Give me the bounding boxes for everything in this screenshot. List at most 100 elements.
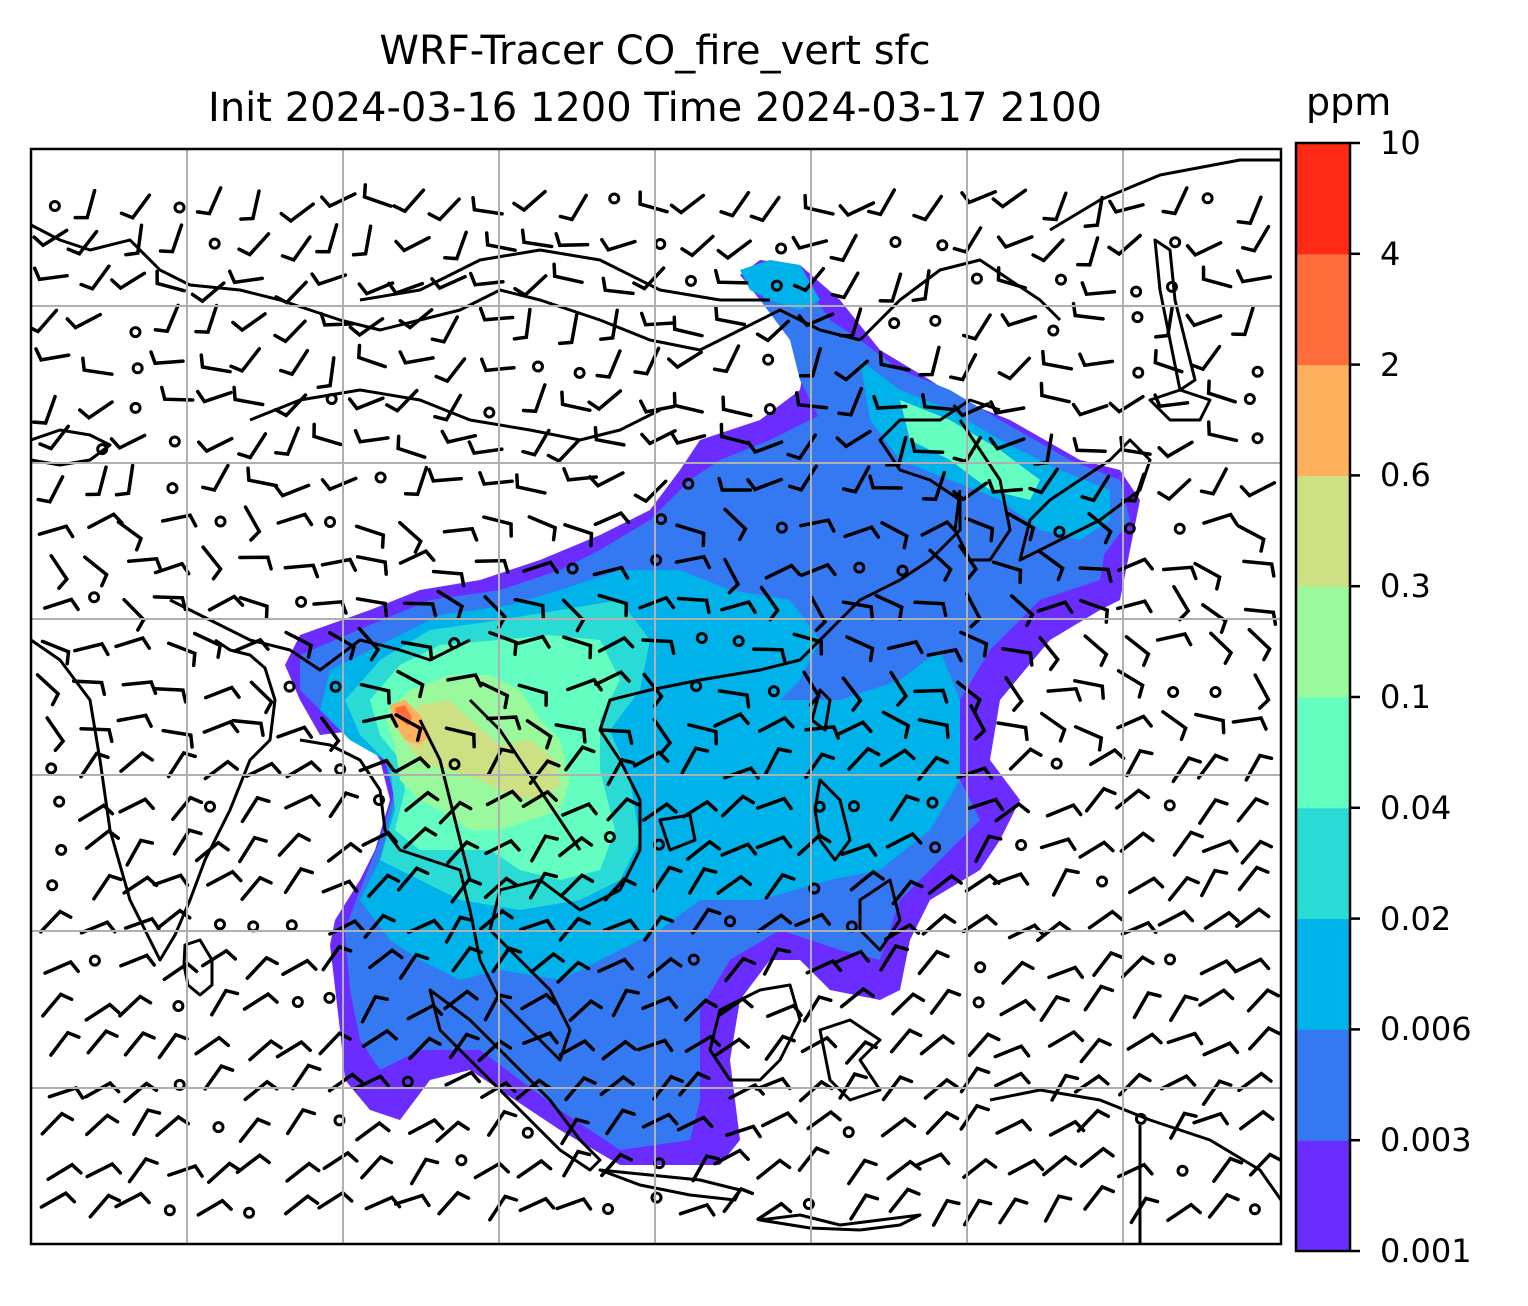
- calm-wind-marker: [1163, 799, 1176, 812]
- calm-wind-marker: [285, 919, 298, 932]
- wind-barb: [1073, 1073, 1110, 1094]
- calm-wind-marker: [243, 1206, 256, 1219]
- wind-barb: [1206, 379, 1237, 404]
- wind-barb: [913, 1152, 951, 1168]
- wind-barb: [1192, 1111, 1230, 1126]
- wind-barb: [593, 510, 631, 527]
- wind-barb: [964, 516, 995, 543]
- wind-barb: [192, 631, 223, 659]
- wind-barb: [442, 526, 479, 542]
- wind-barb: [39, 909, 73, 934]
- wind-barb: [394, 235, 431, 253]
- calm-wind-marker: [813, 800, 826, 813]
- wind-barb: [642, 672, 664, 708]
- wind-barb: [1199, 467, 1228, 496]
- wind-barb: [560, 390, 592, 413]
- wind-barb: [152, 873, 190, 887]
- wind-barb: [1115, 788, 1151, 810]
- wind-barb: [764, 872, 796, 900]
- wind-barb: [717, 476, 753, 492]
- wind-barb: [997, 356, 1032, 381]
- wind-barb: [891, 879, 924, 906]
- wind-barb: [969, 704, 987, 741]
- wind-barb: [110, 271, 147, 291]
- wind-barb: [444, 726, 476, 749]
- wind-barb: [1051, 868, 1080, 897]
- wind-barb: [606, 757, 636, 787]
- wind-barb: [512, 189, 547, 213]
- wind-barb: [322, 1150, 359, 1171]
- colorbar-segment: [1296, 586, 1350, 698]
- wind-barb: [712, 344, 741, 374]
- wind-barb: [73, 641, 110, 657]
- calm-wind-marker: [1165, 280, 1178, 293]
- wind-barb: [952, 435, 983, 464]
- wind-barb: [122, 875, 159, 895]
- wind-barb: [632, 266, 666, 291]
- wind-barb: [794, 391, 829, 410]
- wind-barb: [312, 599, 348, 615]
- wind-barb: [641, 995, 679, 1011]
- wind-barb: [672, 315, 704, 338]
- wind-barb: [238, 595, 269, 621]
- wind-barb: [1239, 481, 1277, 498]
- wind-barb: [201, 463, 230, 493]
- calm-wind-marker: [1201, 192, 1214, 205]
- wind-barb: [196, 1198, 233, 1217]
- calm-wind-marker: [213, 918, 226, 931]
- wind-barb: [283, 866, 315, 895]
- wind-barb: [232, 385, 265, 407]
- wind-barb: [1236, 796, 1269, 823]
- wind-barb: [118, 797, 155, 814]
- wind-barb: [79, 264, 111, 291]
- wind-barb: [396, 434, 427, 459]
- wind-barb: [829, 233, 858, 263]
- wind-barb: [1036, 600, 1074, 614]
- wind-barb: [1203, 910, 1240, 930]
- wind-barb: [243, 505, 262, 542]
- wind-barb: [632, 750, 670, 768]
- calm-wind-marker: [724, 915, 737, 928]
- wind-barb: [566, 677, 603, 692]
- calm-wind-marker: [448, 758, 461, 771]
- wind-barb: [361, 713, 399, 728]
- wind-barb: [845, 635, 875, 663]
- wind-barb: [486, 715, 522, 731]
- wind-barb: [443, 989, 479, 1011]
- wind-barb: [32, 228, 69, 248]
- wind-barb: [431, 569, 466, 588]
- wind-barb: [116, 520, 144, 552]
- wind-barb: [283, 563, 320, 579]
- calm-wind-marker: [608, 192, 621, 205]
- wind-barb: [680, 746, 710, 775]
- wind-barb: [1116, 1162, 1154, 1179]
- wind-barb: [1046, 686, 1082, 702]
- wind-barb: [398, 350, 435, 365]
- wind-barb: [396, 669, 425, 699]
- wind-barb: [680, 234, 715, 258]
- wind-barb: [525, 719, 553, 750]
- wind-barb: [847, 746, 881, 771]
- wind-barb: [720, 794, 755, 818]
- wind-barb: [312, 422, 343, 447]
- wind-barb: [1039, 711, 1067, 743]
- wind-barb: [929, 988, 962, 1015]
- wind-barb: [275, 1039, 312, 1059]
- wind-barb: [357, 281, 395, 296]
- wind-barb: [713, 1148, 750, 1166]
- wind-barb: [360, 994, 389, 1024]
- wind-barb: [652, 717, 673, 754]
- wind-barb: [849, 1193, 880, 1221]
- wind-barb: [522, 1030, 559, 1046]
- wind-barb: [805, 959, 843, 975]
- wind-barb: [38, 424, 70, 451]
- wind-barb: [158, 223, 184, 254]
- wind-barb: [791, 235, 829, 251]
- coastline-caspian-region: [31, 428, 112, 467]
- wind-barb: [1089, 747, 1126, 767]
- wind-barb: [122, 597, 146, 632]
- wind-barb: [595, 349, 622, 379]
- wind-barb: [478, 306, 515, 322]
- wind-barb: [1083, 984, 1115, 1012]
- wind-barb: [720, 600, 757, 615]
